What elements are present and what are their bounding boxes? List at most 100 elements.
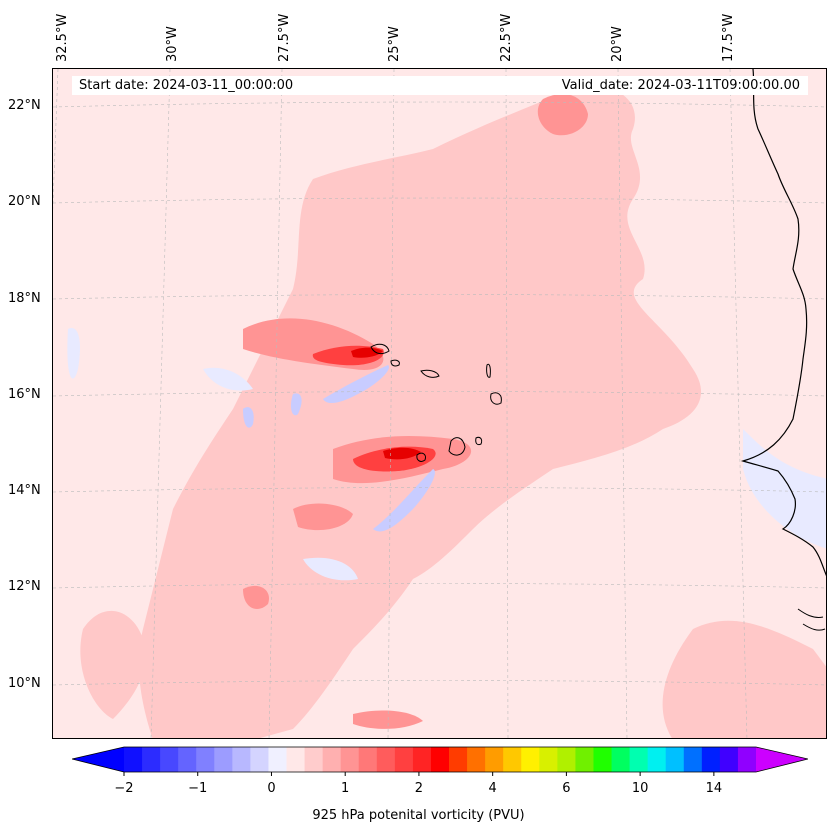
pv-band-blue-3 — [243, 407, 254, 428]
gridline-lon-17-5 — [729, 69, 748, 738]
colorbar-tick-label: 1 — [341, 781, 350, 796]
island-maio — [475, 436, 483, 446]
pv-region-light-red-north — [138, 86, 702, 738]
colorbar-segment — [629, 747, 649, 772]
pv-region-mid-red-4 — [293, 503, 353, 531]
lon-label-32-5w: 32.5°W — [55, 13, 70, 62]
colorbar-extend-max — [756, 747, 808, 772]
lat-label-16n: 16°N — [8, 387, 41, 402]
lon-label-25w: 25°W — [387, 26, 402, 62]
pv-region-mid-red-3 — [537, 94, 588, 136]
colorbar-segment — [539, 747, 558, 772]
colorbar-label: 925 hPa potenital vorticity (PVU) — [312, 808, 525, 823]
colorbar-tick-label: 14 — [705, 781, 723, 796]
map-panel — [52, 68, 827, 739]
lat-label-10n: 10°N — [8, 676, 41, 691]
lon-label-27-5w: 27.5°W — [277, 13, 292, 62]
gridline-lon-30 — [150, 69, 171, 738]
colorbar-segment — [575, 747, 594, 772]
colorbar-segment — [376, 747, 396, 772]
pv-band-blue-1 — [323, 365, 389, 404]
pv-region-light-red-south — [662, 620, 826, 738]
colorbar-segment — [503, 747, 522, 772]
colorbar-segment — [124, 747, 143, 772]
colorbar-segment — [665, 747, 685, 772]
colorbar-segment — [593, 747, 613, 772]
colorbar-segment — [322, 747, 342, 772]
gridline-lon-25 — [387, 69, 395, 738]
island-fogo — [416, 452, 426, 462]
pv-region-light-blue-coast — [743, 429, 826, 549]
colorbar-segment — [232, 747, 251, 772]
colorbar-tick-label: 0 — [267, 781, 276, 796]
colorbar-segment — [250, 747, 269, 772]
lon-label-30w: 30°W — [165, 26, 180, 62]
colorbar-extend-min — [72, 747, 124, 772]
colorbar-segment — [214, 747, 233, 772]
pv-region-light-red-west — [80, 610, 146, 719]
colorbar-segment — [394, 747, 414, 772]
colorbar-segment — [142, 747, 161, 772]
pv-core-darkred-south — [383, 447, 421, 460]
colorbar-segment — [449, 747, 468, 772]
colorbar-segment — [178, 747, 197, 772]
colorbar-segment — [701, 747, 721, 772]
lon-label-17-5w: 17.5°W — [721, 13, 736, 62]
colorbar-segment — [412, 747, 432, 772]
pv-region-mid-red-5 — [243, 585, 269, 609]
colorbar-segment — [611, 747, 631, 772]
start-date-label: Start date: 2024-03-11_00:00:00 — [79, 78, 294, 93]
lon-label-22-5w: 22.5°W — [499, 13, 514, 62]
colorbar-tick-label: −2 — [114, 781, 134, 796]
colorbar-segment — [196, 747, 215, 772]
gridline-lon-20 — [617, 69, 628, 738]
island-sao-nicolau — [420, 369, 440, 378]
pv-region-light-blue-west — [67, 328, 80, 379]
colorbar-tick-label: 4 — [488, 781, 497, 796]
colorbar-tick-label: −1 — [188, 781, 208, 796]
lat-label-22n: 22°N — [8, 98, 41, 113]
colorbar-segment — [304, 747, 324, 772]
pv-band-blue-4 — [290, 393, 302, 416]
colorbar-segment — [719, 747, 739, 772]
colorbar-segment — [268, 747, 288, 772]
date-info-bar: Start date: 2024-03-11_00:00:00 Valid_da… — [72, 76, 808, 95]
lat-label-14n: 14°N — [8, 483, 41, 498]
lat-label-12n: 12°N — [8, 579, 41, 594]
island-sao-vicente — [390, 359, 400, 367]
valid-date-label: Valid_date: 2024-03-11T09:00:00.00 — [561, 78, 800, 93]
africa-coastline-bay — [797, 608, 826, 631]
pv-core-darkred-north — [351, 347, 383, 358]
colorbar-segment — [521, 747, 540, 772]
pv-field-map — [53, 69, 826, 738]
colorbar-tick-label: 10 — [631, 781, 649, 796]
colorbar-segment — [647, 747, 667, 772]
island-santiago — [448, 437, 466, 456]
colorbar-segment — [485, 747, 504, 772]
colorbar-segment — [358, 747, 378, 772]
colorbar-segment — [467, 747, 486, 772]
africa-coastline — [740, 69, 826, 577]
colorbar-segment — [737, 747, 757, 772]
gridline-lon-22-5 — [505, 69, 509, 738]
pv-band-blue-2 — [373, 469, 435, 532]
colorbar — [72, 746, 808, 776]
gridline-lon-27-5 — [268, 69, 283, 738]
colorbar-segment — [340, 747, 360, 772]
colorbar-segment — [286, 747, 306, 772]
colorbar-tick-label: 6 — [562, 781, 571, 796]
lat-label-20n: 20°N — [8, 194, 41, 209]
colorbar-segment — [430, 747, 450, 772]
colorbar-segment — [557, 747, 576, 772]
colorbar-segment — [683, 747, 703, 772]
pv-band-blue-6 — [303, 557, 358, 581]
island-santo-antao — [370, 343, 390, 355]
island-sal — [486, 363, 491, 378]
lat-label-18n: 18°N — [8, 291, 41, 306]
island-boa-vista — [490, 392, 502, 405]
pv-band-blue-5 — [203, 367, 253, 391]
gridlines — [53, 69, 826, 738]
lon-label-20w: 20°W — [610, 26, 625, 62]
colorbar-segment — [160, 747, 179, 772]
colorbar-tick-label: 2 — [414, 781, 424, 796]
